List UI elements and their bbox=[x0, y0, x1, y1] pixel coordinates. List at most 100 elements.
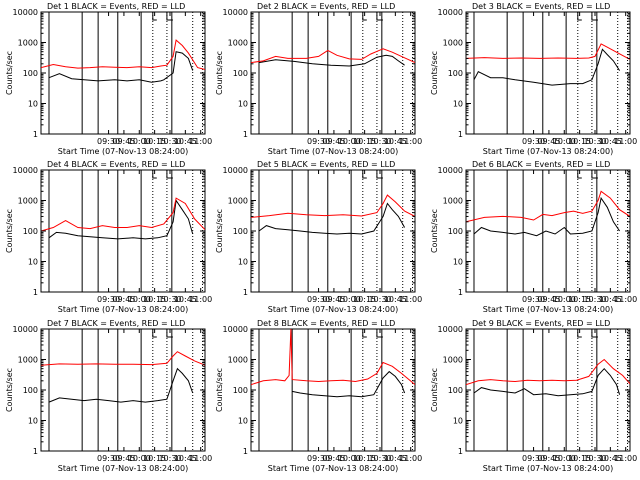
y-tick-label: 1 bbox=[243, 130, 248, 139]
x-tick-label: 09:30 bbox=[97, 454, 120, 463]
y-tick-label: 10000 bbox=[438, 8, 463, 17]
y-axis-label: Counts/sec bbox=[5, 368, 14, 412]
x-tick-label: 09:30 bbox=[522, 454, 545, 463]
y-tick-label: 10 bbox=[453, 417, 463, 426]
y-tick-label: 1000 bbox=[443, 356, 463, 365]
flag-marker bbox=[152, 12, 157, 21]
x-tick-label: 10:45 bbox=[599, 137, 622, 146]
y-tick-label: 1 bbox=[458, 447, 463, 456]
plot-frame bbox=[250, 169, 416, 293]
panel-title: Det 3 BLACK = Events, RED = LLD bbox=[472, 2, 610, 11]
x-tick-label: 09:45 bbox=[322, 295, 345, 304]
x-tick-label: 10:30 bbox=[158, 295, 181, 304]
series-line-lld bbox=[251, 329, 415, 386]
series-line-lld bbox=[466, 358, 630, 386]
flag-marker bbox=[152, 170, 157, 179]
flag-marker bbox=[376, 170, 383, 179]
x-tick-label: 10:00 bbox=[553, 137, 576, 146]
series-line-lld bbox=[251, 194, 415, 218]
panel-title: Det 2 BLACK = Events, RED = LLD bbox=[257, 2, 395, 11]
x-axis-label: Start Time (07-Nov-13 08:24:00) bbox=[268, 305, 398, 314]
y-tick-label: 10000 bbox=[13, 166, 38, 175]
x-tick-label: 10:45 bbox=[174, 137, 197, 146]
series-line-lld bbox=[466, 43, 630, 60]
x-axis-label: Start Time (07-Nov-13 08:24:00) bbox=[268, 464, 398, 473]
y-tick-label: 10000 bbox=[13, 8, 38, 17]
x-tick-label: 10:15 bbox=[568, 295, 591, 304]
x-tick-label: 10:00 bbox=[338, 295, 361, 304]
y-tick-label: 1 bbox=[243, 288, 248, 297]
x-tick-label: 10:00 bbox=[553, 454, 576, 463]
y-tick-label: 1 bbox=[33, 447, 38, 456]
x-tick-label: 10:15 bbox=[143, 454, 166, 463]
x-tick-label: 10:15 bbox=[143, 137, 166, 146]
y-tick-label: 1 bbox=[33, 288, 38, 297]
x-axis-label: Start Time (07-Nov-13 08:24:00) bbox=[58, 305, 188, 314]
x-tick-label: 09:45 bbox=[537, 295, 560, 304]
flag-marker bbox=[362, 170, 367, 179]
x-tick-label: 09:45 bbox=[537, 454, 560, 463]
x-tick-label: 10:30 bbox=[368, 295, 391, 304]
x-tick-label: 10:45 bbox=[599, 295, 622, 304]
flag-marker bbox=[376, 12, 383, 21]
y-axis-label: Counts/sec bbox=[430, 368, 439, 412]
x-tick-label: 11:00 bbox=[614, 295, 637, 304]
y-tick-label: 1000 bbox=[228, 197, 248, 206]
x-tick-label: 09:45 bbox=[112, 295, 135, 304]
plot-frame bbox=[250, 11, 416, 135]
plot-frame bbox=[465, 11, 631, 135]
x-tick-label: 11:00 bbox=[189, 454, 212, 463]
flag-marker bbox=[362, 329, 367, 338]
x-tick-label: 10:00 bbox=[553, 295, 576, 304]
y-tick-label: 10000 bbox=[223, 325, 248, 334]
y-tick-label: 10 bbox=[453, 100, 463, 109]
x-tick-label: 11:00 bbox=[189, 295, 212, 304]
y-axis-label: Counts/sec bbox=[430, 51, 439, 95]
x-tick-label: 10:15 bbox=[353, 454, 376, 463]
y-tick-label: 10 bbox=[238, 417, 248, 426]
x-tick-label: 11:00 bbox=[399, 454, 422, 463]
series-line-events bbox=[473, 196, 621, 237]
flag-marker bbox=[577, 170, 582, 179]
x-tick-label: 09:45 bbox=[537, 137, 560, 146]
y-tick-label: 10 bbox=[28, 100, 38, 109]
x-tick-label: 11:00 bbox=[614, 137, 637, 146]
series-line-events bbox=[48, 367, 194, 403]
series-line-lld bbox=[251, 48, 415, 64]
panel-title: Det 9 BLACK = Events, RED = LLD bbox=[472, 319, 610, 328]
y-tick-label: 10000 bbox=[223, 166, 248, 175]
x-tick-label: 09:45 bbox=[322, 454, 345, 463]
x-tick-label: 10:45 bbox=[384, 137, 407, 146]
series-line-lld bbox=[41, 39, 205, 70]
y-tick-label: 1000 bbox=[443, 39, 463, 48]
flag-marker bbox=[166, 12, 173, 21]
y-tick-label: 1 bbox=[458, 130, 463, 139]
x-tick-label: 11:00 bbox=[399, 137, 422, 146]
y-tick-label: 10000 bbox=[438, 166, 463, 175]
series-line-events bbox=[48, 199, 194, 240]
y-tick-label: 10 bbox=[238, 258, 248, 267]
x-tick-label: 10:15 bbox=[568, 137, 591, 146]
x-axis-label: Start Time (07-Nov-13 08:24:00) bbox=[268, 147, 398, 156]
x-tick-label: 10:15 bbox=[143, 295, 166, 304]
plot-frame bbox=[40, 328, 206, 452]
series-line-events bbox=[48, 51, 194, 83]
x-tick-label: 11:00 bbox=[189, 137, 212, 146]
panel-title: Det 7 BLACK = Events, RED = LLD bbox=[47, 319, 185, 328]
y-tick-label: 100 bbox=[23, 227, 38, 236]
x-axis-label: Start Time (07-Nov-13 08:24:00) bbox=[58, 464, 188, 473]
y-tick-label: 1 bbox=[243, 447, 248, 456]
flag-marker bbox=[166, 170, 173, 179]
y-tick-label: 1000 bbox=[18, 356, 38, 365]
x-tick-label: 10:15 bbox=[353, 295, 376, 304]
panel-title: Det 6 BLACK = Events, RED = LLD bbox=[472, 160, 610, 169]
